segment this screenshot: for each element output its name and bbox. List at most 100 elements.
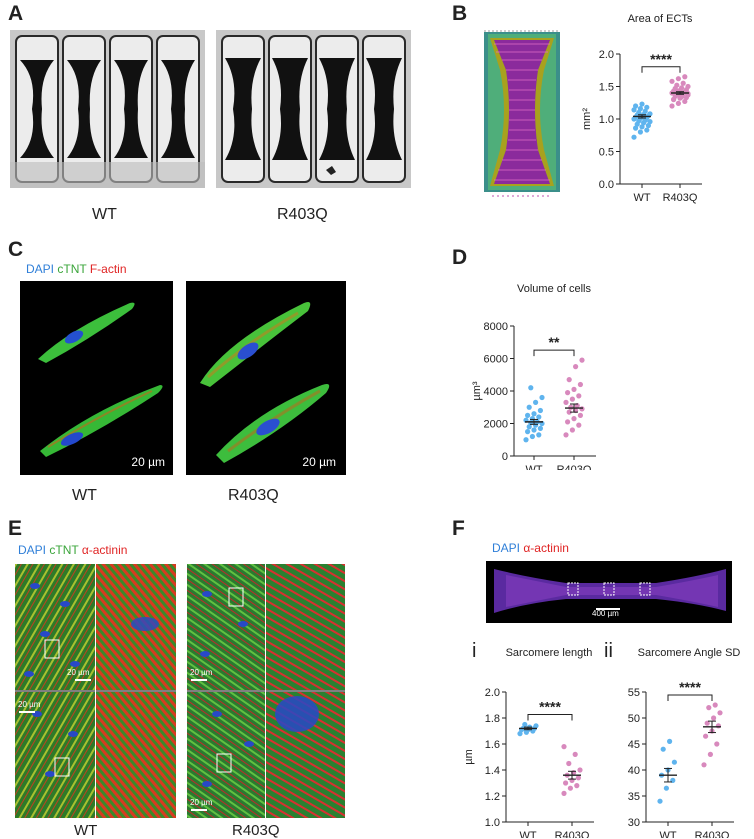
panel-label-b: B: [452, 2, 468, 25]
significance-bracket: [527, 714, 573, 721]
data-point: [525, 412, 531, 418]
x-tick-label: R403Q: [555, 830, 590, 838]
y-axis-label: mm²: [581, 108, 593, 130]
y-tick-label: 6000: [484, 354, 508, 366]
data-point: [571, 416, 577, 422]
data-point: [663, 785, 669, 791]
chart-sarcomere-angle-sd: Sarcomere Angle SD 30 35 40 45 50 55 WT R403Q ***…: [628, 647, 741, 838]
data-point: [561, 790, 567, 796]
scale-bar-c-wt: 20 µm: [131, 455, 165, 469]
data-point: [642, 108, 648, 114]
data-point: [539, 394, 545, 401]
y-axis-label: µm³: [471, 381, 483, 401]
panel-label-d: D: [452, 246, 468, 269]
y-tick-label: 1.6: [485, 739, 500, 751]
data-point: [667, 738, 673, 744]
group-label-wt-c: WT: [72, 487, 97, 504]
data-point: [529, 433, 535, 440]
data-point: [714, 741, 720, 747]
data-point: [644, 104, 650, 110]
panel-label-a: A: [8, 2, 24, 25]
stain-dapi-f: DAPI: [492, 541, 521, 555]
group-label-r403q-a: R403Q: [277, 206, 328, 223]
x-tick-label: R403Q: [557, 464, 592, 470]
ect-wt-image: [10, 30, 205, 188]
significance-stars: ****: [650, 51, 672, 67]
data-point: [579, 406, 585, 412]
data-point: [647, 111, 653, 117]
y-tick-label: 35: [628, 791, 640, 803]
stain-ctnt-e: cTNT: [49, 543, 79, 557]
y-tick-label: 2.0: [485, 687, 500, 699]
significance-stars: ****: [679, 679, 701, 695]
chart-volume-of-cells: Volume of cells 0 2000 4000 6000 8000 WT R403Q µ…: [471, 283, 596, 470]
data-point: [637, 129, 643, 135]
stain-alpha-actinin-f: α-actinin: [523, 541, 569, 555]
data-point: [531, 427, 537, 433]
panel-label-e: E: [8, 517, 23, 540]
chart-title: Sarcomere Angle SD: [638, 647, 741, 659]
y-tick-label: 8000: [484, 321, 508, 333]
data-point: [568, 404, 574, 410]
data-point: [565, 390, 571, 396]
y-tick-label: 0.5: [599, 147, 614, 159]
x-tick-label: WT: [519, 830, 536, 838]
data-point: [576, 422, 582, 428]
chart-area-of-ects: Area of ECTs 0.0 0.5 1.0 1.5 2.0 WT R403Q mm² ***…: [581, 13, 702, 204]
data-point: [525, 429, 531, 435]
panel-label-c: C: [8, 238, 24, 261]
data-point: [682, 74, 688, 80]
data-point: [685, 83, 691, 90]
y-tick-label: 40: [628, 765, 640, 777]
data-point: [566, 760, 572, 767]
scale-bar-c-r403q: 20 µm: [302, 455, 336, 469]
data-point: [576, 393, 582, 399]
data-point: [711, 715, 717, 721]
y-tick-label: 1.4: [485, 765, 500, 777]
data-point: [533, 399, 539, 405]
stain-legend-c: DAPI cTNT F-actin: [26, 262, 127, 276]
data-point: [657, 798, 663, 804]
data-point: [660, 746, 666, 752]
alpha-actinin-r403q-montage: 20 µm 20 µm: [187, 564, 345, 818]
data-point: [566, 377, 572, 383]
data-point: [671, 759, 677, 765]
data-point: [567, 785, 573, 791]
stain-dapi-e: DAPI: [18, 543, 47, 557]
data-point: [717, 710, 723, 716]
data-point: [639, 124, 645, 130]
data-point: [577, 381, 583, 388]
data-point: [633, 103, 639, 109]
x-tick-label: R403Q: [663, 192, 698, 204]
y-tick-label: 2000: [484, 419, 508, 431]
data-point: [704, 720, 710, 726]
data-point: [565, 419, 571, 425]
data-point: [645, 122, 651, 129]
stain-dapi: DAPI: [26, 262, 55, 276]
data-point: [647, 119, 653, 125]
x-tick-label: WT: [659, 830, 676, 838]
data-point: [561, 744, 567, 750]
y-tick-label: 0: [502, 451, 508, 463]
cell-r403q-image: 20 µm: [186, 281, 346, 475]
data-point: [528, 385, 534, 391]
data-point: [579, 357, 585, 363]
subpanel-label-i: i: [472, 640, 477, 662]
data-point: [537, 425, 543, 431]
significance-bracket: [533, 349, 575, 357]
group-label-wt-a: WT: [92, 206, 117, 223]
data-point: [563, 432, 569, 438]
y-tick-label: 4000: [484, 386, 508, 398]
stain-alpha-actinin-e: α-actinin: [81, 543, 128, 557]
data-point: [569, 427, 575, 433]
y-tick-label: 0.0: [599, 179, 614, 191]
x-tick-label: WT: [633, 192, 650, 204]
significance-stars: ****: [539, 699, 561, 715]
data-point: [715, 723, 721, 729]
stain-legend-e: DAPI cTNT α-actinin: [18, 543, 127, 557]
data-point: [675, 100, 681, 106]
y-tick-label: 50: [628, 713, 640, 725]
data-point: [703, 733, 709, 739]
data-point: [536, 432, 542, 438]
data-point: [526, 424, 532, 430]
